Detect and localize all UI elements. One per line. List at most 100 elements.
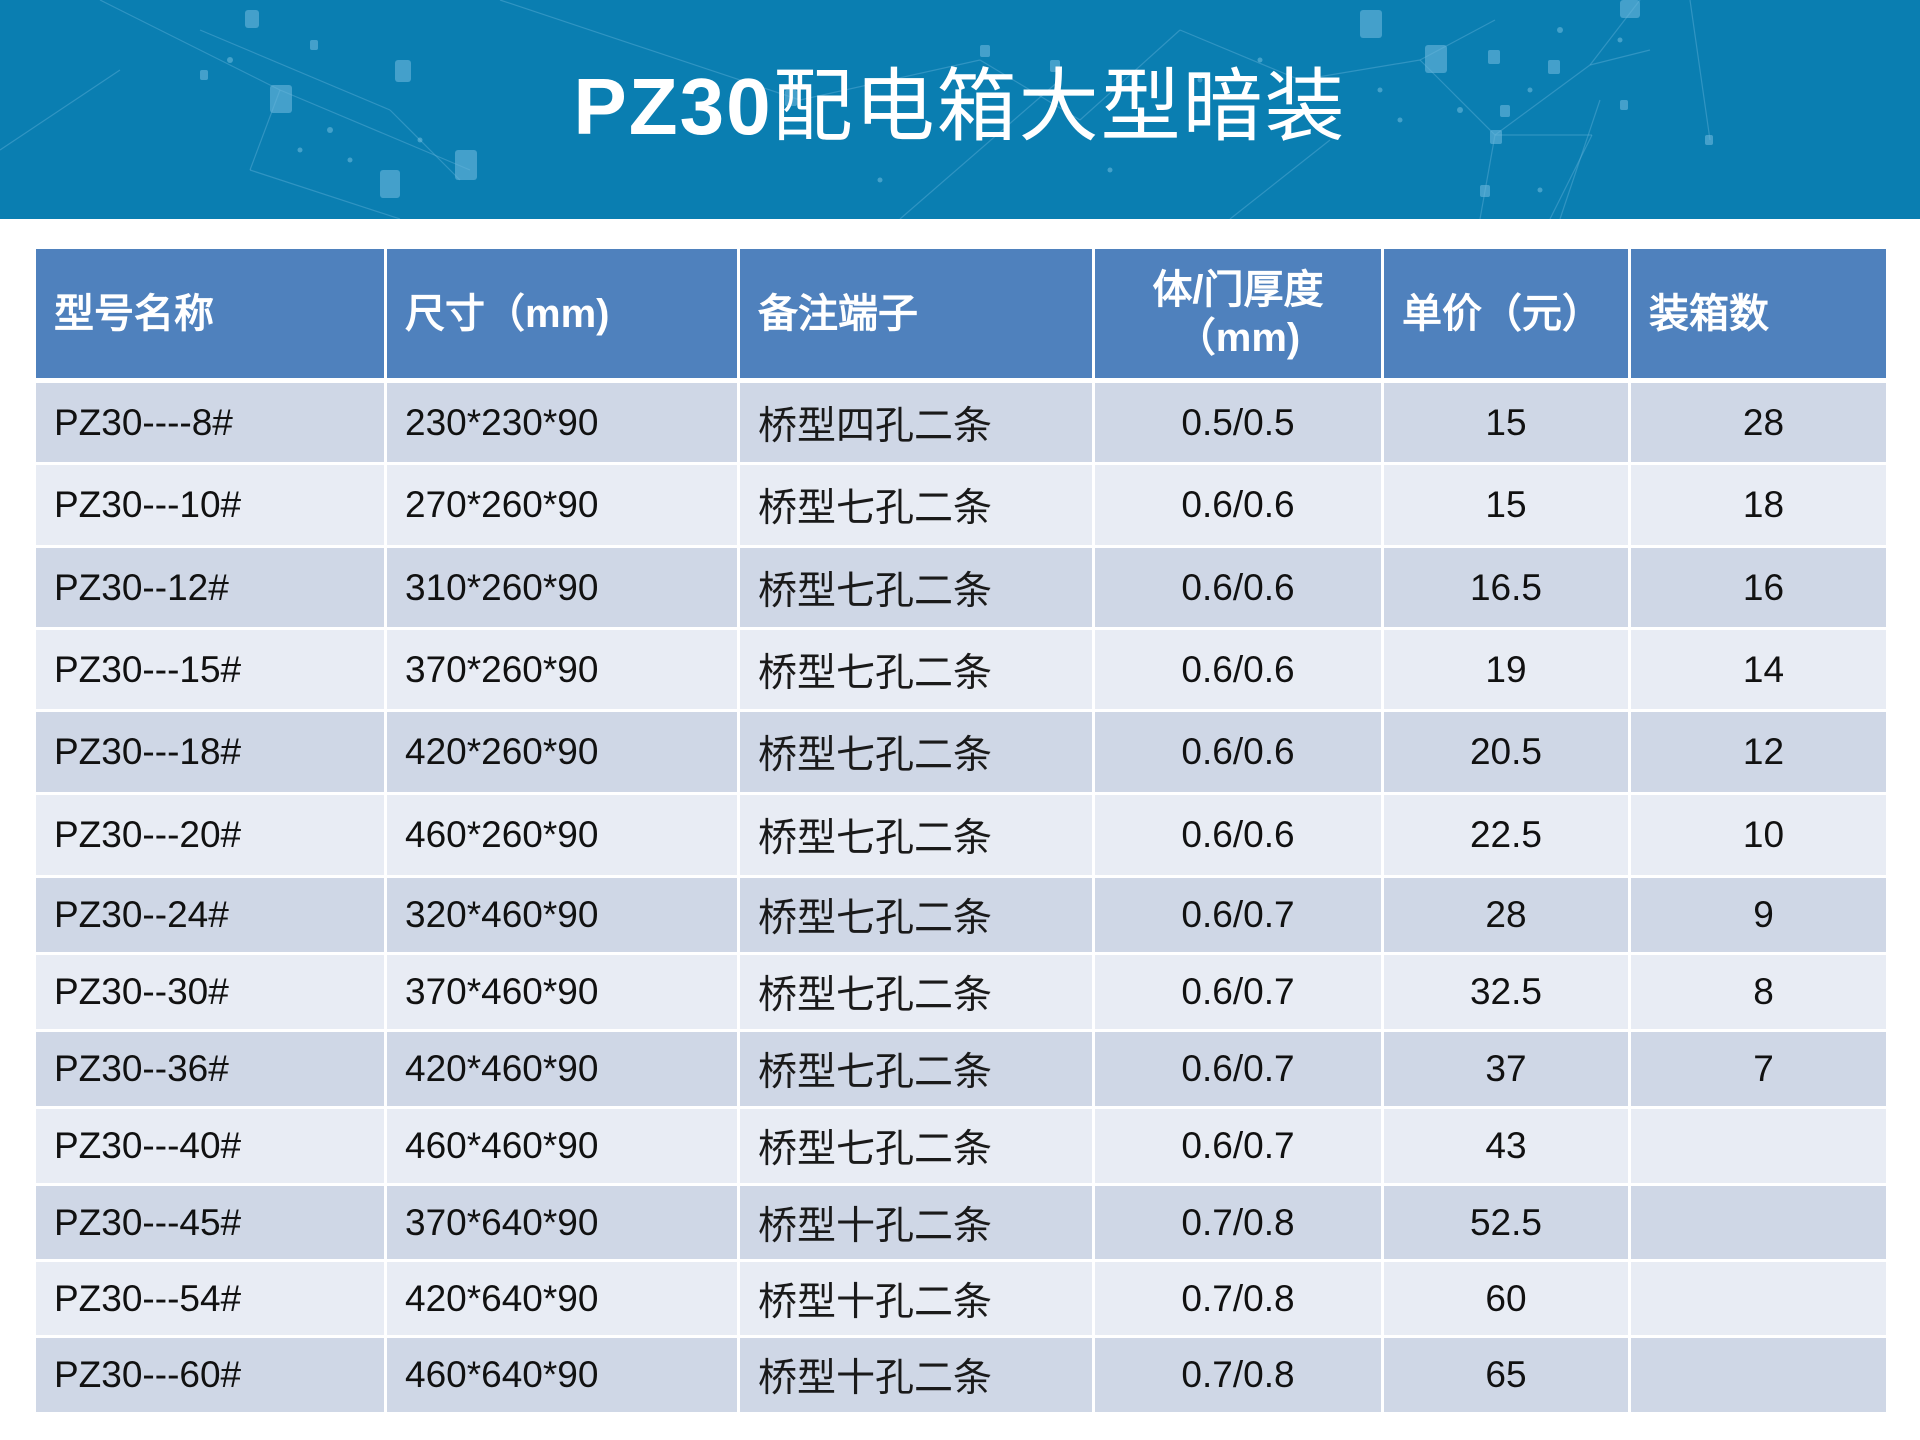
cell-notes: 桥型七孔二条: [740, 1032, 1092, 1106]
cell-size: 420*640*90: [387, 1262, 737, 1335]
cell-size: 370*460*90: [387, 955, 737, 1029]
cell-price: 19: [1384, 630, 1628, 709]
header-notes: 备注端子: [740, 249, 1092, 378]
cell-thickness: 0.7/0.8: [1095, 1338, 1381, 1412]
cell-notes: 桥型十孔二条: [740, 1186, 1092, 1259]
cell-size: 420*260*90: [387, 712, 737, 792]
cell-thickness: 0.6/0.6: [1095, 712, 1381, 792]
cell-thickness: 0.6/0.7: [1095, 955, 1381, 1029]
cell-model: PZ30--12#: [36, 548, 384, 627]
header-thickness-line2: （mm): [1175, 315, 1301, 360]
cell-size: 460*640*90: [387, 1338, 737, 1412]
cell-price: 60: [1384, 1262, 1628, 1335]
table-row: PZ30---20# 460*260*90 桥型七孔二条 0.6/0.6 22.…: [36, 795, 1886, 875]
cell-model: PZ30--24#: [36, 878, 384, 952]
cell-pack-qty: 8: [1631, 955, 1886, 1029]
cell-pack-qty: [1631, 1262, 1886, 1335]
cell-pack-qty: 12: [1631, 712, 1886, 792]
cell-model: PZ30---15#: [36, 630, 384, 709]
cell-pack-qty: [1631, 1338, 1886, 1412]
cell-price: 20.5: [1384, 712, 1628, 792]
cell-notes: 桥型七孔二条: [740, 795, 1092, 875]
table-row: PZ30---18# 420*260*90 桥型七孔二条 0.6/0.6 20.…: [36, 712, 1886, 792]
table-row: PZ30--36# 420*460*90 桥型七孔二条 0.6/0.7 37 7: [36, 1032, 1886, 1106]
cell-price: 28: [1384, 878, 1628, 952]
cell-notes: 桥型十孔二条: [740, 1262, 1092, 1335]
table-row: PZ30---40# 460*460*90 桥型七孔二条 0.6/0.7 43: [36, 1109, 1886, 1183]
cell-notes: 桥型七孔二条: [740, 712, 1092, 792]
cell-thickness: 0.6/0.6: [1095, 465, 1381, 545]
cell-pack-qty: [1631, 1186, 1886, 1259]
cell-price: 43: [1384, 1109, 1628, 1183]
cell-thickness: 0.7/0.8: [1095, 1262, 1381, 1335]
cell-price: 15: [1384, 383, 1628, 462]
table-row: PZ30---10# 270*260*90 桥型七孔二条 0.6/0.6 15 …: [36, 465, 1886, 545]
cell-size: 460*260*90: [387, 795, 737, 875]
table-row: PZ30---54# 420*640*90 桥型十孔二条 0.7/0.8 60: [36, 1262, 1886, 1335]
cell-pack-qty: 18: [1631, 465, 1886, 545]
table-row: PZ30---15# 370*260*90 桥型七孔二条 0.6/0.6 19 …: [36, 630, 1886, 709]
cell-price: 15: [1384, 465, 1628, 545]
cell-notes: 桥型七孔二条: [740, 548, 1092, 627]
cell-model: PZ30---40#: [36, 1109, 384, 1183]
cell-notes: 桥型七孔二条: [740, 1109, 1092, 1183]
cell-size: 320*460*90: [387, 878, 737, 952]
cell-size: 370*260*90: [387, 630, 737, 709]
cell-price: 37: [1384, 1032, 1628, 1106]
header-thickness: 体/门厚度 （mm): [1095, 249, 1381, 378]
network-background-graphic: [0, 0, 1713, 219]
table-row: PZ30---45# 370*640*90 桥型十孔二条 0.7/0.8 52.…: [36, 1186, 1886, 1259]
header-model: 型号名称: [36, 249, 384, 378]
header-price: 单价（元）: [1384, 249, 1628, 378]
cell-model: PZ30--36#: [36, 1032, 384, 1106]
table-row: PZ30----8# 230*230*90 桥型四孔二条 0.5/0.5 15 …: [36, 383, 1886, 462]
cell-size: 270*260*90: [387, 465, 737, 545]
cell-notes: 桥型七孔二条: [740, 465, 1092, 545]
cell-notes: 桥型七孔二条: [740, 878, 1092, 952]
cell-thickness: 0.7/0.8: [1095, 1186, 1381, 1259]
cell-size: 420*460*90: [387, 1032, 737, 1106]
title-model-prefix: PZ30: [573, 62, 773, 151]
cell-price: 65: [1384, 1338, 1628, 1412]
cell-thickness: 0.6/0.6: [1095, 795, 1381, 875]
cell-price: 16.5: [1384, 548, 1628, 627]
cell-notes: 桥型十孔二条: [740, 1338, 1092, 1412]
cell-thickness: 0.6/0.6: [1095, 630, 1381, 709]
cell-thickness: 0.6/0.7: [1095, 1109, 1381, 1183]
table-row: PZ30--12# 310*260*90 桥型七孔二条 0.6/0.6 16.5…: [36, 548, 1886, 627]
table-row: PZ30--24# 320*460*90 桥型七孔二条 0.6/0.7 28 9: [36, 878, 1886, 952]
cell-pack-qty: 14: [1631, 630, 1886, 709]
cell-model: PZ30----8#: [36, 383, 384, 462]
cell-notes: 桥型七孔二条: [740, 630, 1092, 709]
cell-model: PZ30--30#: [36, 955, 384, 1029]
header-size: 尺寸（mm): [387, 249, 737, 378]
cell-size: 370*640*90: [387, 1186, 737, 1259]
cell-price: 22.5: [1384, 795, 1628, 875]
header-thickness-line1: 体/门厚度: [1152, 267, 1324, 312]
table-header-row: 型号名称 尺寸（mm) 备注端子 体/门厚度 （mm) 单价（元） 装箱数: [36, 249, 1886, 378]
cell-size: 460*460*90: [387, 1109, 737, 1183]
cell-size: 310*260*90: [387, 548, 737, 627]
cell-model: PZ30---60#: [36, 1338, 384, 1412]
cell-model: PZ30---18#: [36, 712, 384, 792]
table-row: PZ30---60# 460*640*90 桥型十孔二条 0.7/0.8 65: [36, 1338, 1886, 1412]
cell-thickness: 0.5/0.5: [1095, 383, 1381, 462]
table-row: PZ30--30# 370*460*90 桥型七孔二条 0.6/0.7 32.5…: [36, 955, 1886, 1029]
cell-size: 230*230*90: [387, 383, 737, 462]
cell-pack-qty: 7: [1631, 1032, 1886, 1106]
table-body: PZ30----8# 230*230*90 桥型四孔二条 0.5/0.5 15 …: [36, 383, 1886, 1415]
title-text: 配电箱大型暗装: [772, 60, 1347, 153]
cell-price: 32.5: [1384, 955, 1628, 1029]
cell-price: 52.5: [1384, 1186, 1628, 1259]
cell-model: PZ30---45#: [36, 1186, 384, 1259]
page-title: PZ30配电箱大型暗装: [0, 62, 1920, 152]
cell-pack-qty: 28: [1631, 383, 1886, 462]
cell-thickness: 0.6/0.7: [1095, 1032, 1381, 1106]
cell-model: PZ30---54#: [36, 1262, 384, 1335]
header-pack-qty: 装箱数: [1631, 249, 1886, 378]
cell-thickness: 0.6/0.7: [1095, 878, 1381, 952]
cell-thickness: 0.6/0.6: [1095, 548, 1381, 627]
cell-model: PZ30---20#: [36, 795, 384, 875]
cell-notes: 桥型四孔二条: [740, 383, 1092, 462]
cell-pack-qty: 10: [1631, 795, 1886, 875]
